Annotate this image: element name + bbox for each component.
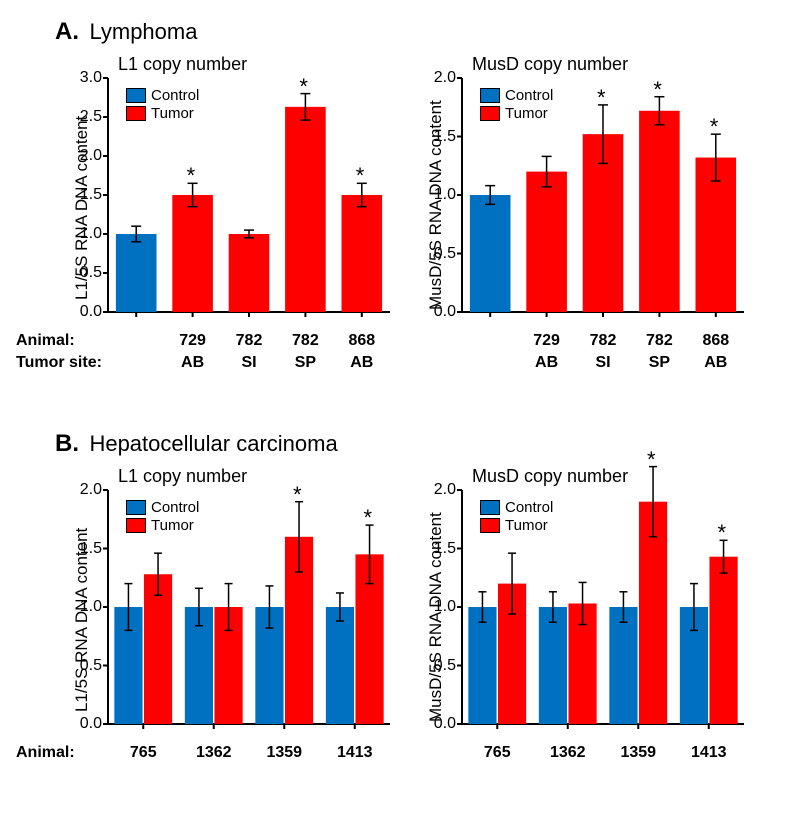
panel-a-label: A. Lymphoma [55, 18, 197, 46]
y-tick-label: 1.5 [426, 540, 456, 558]
y-tick-label: 2.0 [72, 481, 102, 499]
legend-swatch-tumor [480, 518, 500, 533]
y-tick-label: 0.5 [72, 264, 102, 282]
y-tick-label: 0.5 [426, 657, 456, 675]
panel-b-letter: B. [55, 430, 79, 457]
b-l1-legend: Control Tumor [126, 498, 199, 534]
b-l1-title: L1 copy number [118, 466, 247, 487]
significance-star: * [653, 77, 662, 103]
a-musd-title: MusD copy number [472, 54, 628, 75]
y-tick-label: 0.5 [72, 657, 102, 675]
y-tick-label: 1.0 [72, 598, 102, 616]
legend-label-control: Control [505, 87, 553, 104]
a-musd-legend: Control Tumor [480, 86, 553, 122]
x-category-label: 782 [224, 332, 274, 350]
significance-star: * [710, 114, 719, 140]
legend-label-tumor: Tumor [505, 517, 548, 534]
significance-star: * [293, 482, 302, 508]
x-category-label: SI [224, 354, 274, 372]
panel-b-label: B. Hepatocellular carcinoma [55, 430, 338, 458]
y-tick-label: 1.5 [426, 128, 456, 146]
legend-swatch-control [126, 88, 146, 103]
significance-star: * [364, 505, 373, 531]
y-tick-label: 1.5 [72, 540, 102, 558]
x-category-label: 868 [337, 332, 387, 350]
legend-label-control: Control [505, 499, 553, 516]
significance-star: * [356, 163, 365, 189]
b-musd-title: MusD copy number [472, 466, 628, 487]
y-tick-label: 3.0 [72, 69, 102, 87]
y-tick-label: 0.5 [426, 245, 456, 263]
x-group-label: 765 [115, 744, 171, 762]
x-category-label: 729 [522, 332, 572, 350]
significance-star: * [718, 520, 727, 546]
b-animal-header: Animal: [16, 744, 75, 762]
legend-label-tumor: Tumor [505, 105, 548, 122]
panel-b-text: Hepatocellular carcinoma [89, 431, 337, 456]
y-tick-label: 1.5 [72, 186, 102, 204]
x-category-label: SP [280, 354, 330, 372]
significance-star: * [597, 85, 606, 111]
y-tick-label: 2.5 [72, 108, 102, 126]
y-tick-label: 2.0 [426, 481, 456, 499]
y-tick-label: 2.0 [72, 147, 102, 165]
x-group-label: 1362 [186, 744, 242, 762]
legend-swatch-tumor [126, 518, 146, 533]
y-tick-label: 0.0 [426, 715, 456, 733]
x-group-label: 1359 [256, 744, 312, 762]
panel-a-letter: A. [55, 18, 79, 45]
y-tick-label: 2.0 [426, 69, 456, 87]
x-group-label: 1359 [610, 744, 666, 762]
x-category-label: 729 [168, 332, 218, 350]
a-tumorsite-header: Tumor site: [16, 354, 102, 372]
x-category-label: AB [522, 354, 572, 372]
x-category-label: SP [634, 354, 684, 372]
x-group-label: 1413 [327, 744, 383, 762]
y-tick-label: 1.0 [72, 225, 102, 243]
significance-star: * [299, 74, 308, 100]
x-category-label: SI [578, 354, 628, 372]
legend-label-control: Control [151, 87, 199, 104]
a-animal-header: Animal: [16, 332, 75, 350]
a-l1-title: L1 copy number [118, 54, 247, 75]
x-group-label: 1362 [540, 744, 596, 762]
y-tick-label: 0.0 [72, 715, 102, 733]
significance-star: * [647, 447, 656, 473]
x-group-label: 1413 [681, 744, 737, 762]
y-tick-label: 1.0 [426, 186, 456, 204]
legend-label-control: Control [151, 499, 199, 516]
y-tick-label: 1.0 [426, 598, 456, 616]
significance-star: * [187, 163, 196, 189]
legend-swatch-tumor [126, 106, 146, 121]
a-l1-legend: Control Tumor [126, 86, 199, 122]
legend-swatch-tumor [480, 106, 500, 121]
y-tick-label: 0.0 [426, 303, 456, 321]
b-musd-legend: Control Tumor [480, 498, 553, 534]
x-category-label: AB [168, 354, 218, 372]
x-group-label: 765 [469, 744, 525, 762]
x-category-label: 782 [280, 332, 330, 350]
x-category-label: AB [691, 354, 741, 372]
legend-swatch-control [480, 88, 500, 103]
x-category-label: 868 [691, 332, 741, 350]
x-category-label: AB [337, 354, 387, 372]
legend-label-tumor: Tumor [151, 517, 194, 534]
legend-swatch-control [126, 500, 146, 515]
x-category-label: 782 [578, 332, 628, 350]
legend-swatch-control [480, 500, 500, 515]
y-tick-label: 0.0 [72, 303, 102, 321]
panel-a-text: Lymphoma [89, 19, 197, 44]
legend-label-tumor: Tumor [151, 105, 194, 122]
x-category-label: 782 [634, 332, 684, 350]
